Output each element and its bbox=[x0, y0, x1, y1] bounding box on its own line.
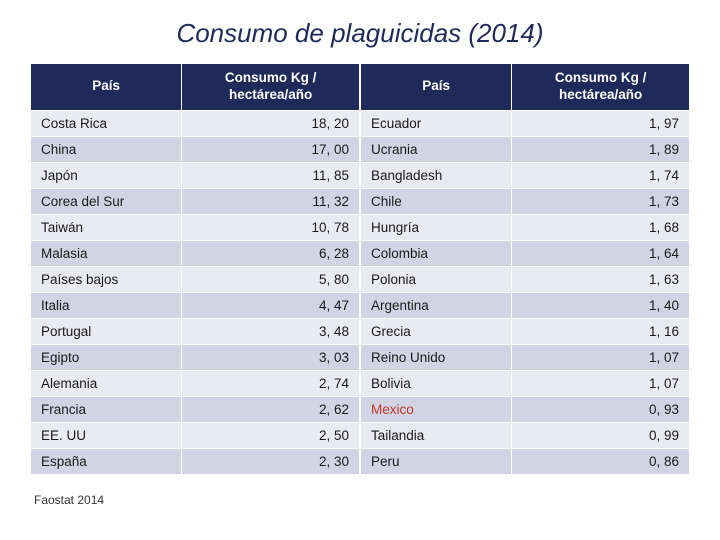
cell-value: 1, 16 bbox=[512, 318, 690, 344]
tables-wrapper: País Consumo Kg / hectárea/año Costa Ric… bbox=[30, 63, 690, 475]
col-value: Consumo Kg / hectárea/año bbox=[512, 64, 690, 111]
table-row: Portugal3, 48 bbox=[31, 318, 360, 344]
cell-country: Bolivia bbox=[361, 370, 512, 396]
table-row: Alemania2, 74 bbox=[31, 370, 360, 396]
cell-value: 1, 63 bbox=[512, 266, 690, 292]
cell-value: 11, 32 bbox=[182, 188, 360, 214]
cell-country: Italia bbox=[31, 292, 182, 318]
cell-value: 1, 07 bbox=[512, 370, 690, 396]
cell-country: Chile bbox=[361, 188, 512, 214]
table-row: Grecia1, 16 bbox=[361, 318, 690, 344]
cell-country: Reino Unido bbox=[361, 344, 512, 370]
cell-value: 5, 80 bbox=[182, 266, 360, 292]
cell-country: Portugal bbox=[31, 318, 182, 344]
source-label: Faostat 2014 bbox=[30, 493, 690, 507]
cell-country: Taiwán bbox=[31, 214, 182, 240]
cell-value: 1, 74 bbox=[512, 162, 690, 188]
cell-value: 17, 00 bbox=[182, 136, 360, 162]
cell-value: 1, 40 bbox=[512, 292, 690, 318]
table-row: Egipto3, 03 bbox=[31, 344, 360, 370]
cell-value: 4, 47 bbox=[182, 292, 360, 318]
table-row: Reino Unido1, 07 bbox=[361, 344, 690, 370]
cell-value: 2, 74 bbox=[182, 370, 360, 396]
cell-country: Hungría bbox=[361, 214, 512, 240]
table-left: País Consumo Kg / hectárea/año Costa Ric… bbox=[30, 63, 360, 475]
cell-value: 2, 62 bbox=[182, 396, 360, 422]
table-header-row: País Consumo Kg / hectárea/año bbox=[31, 64, 360, 111]
cell-value: 1, 64 bbox=[512, 240, 690, 266]
table-right: País Consumo Kg / hectárea/año Ecuador1,… bbox=[360, 63, 690, 475]
cell-country: Malasia bbox=[31, 240, 182, 266]
cell-value: 2, 30 bbox=[182, 448, 360, 474]
table-row: Bolivia1, 07 bbox=[361, 370, 690, 396]
cell-value: 1, 07 bbox=[512, 344, 690, 370]
cell-country: Ucrania bbox=[361, 136, 512, 162]
cell-country: EE. UU bbox=[31, 422, 182, 448]
cell-country: Mexico bbox=[361, 396, 512, 422]
cell-country: Países bajos bbox=[31, 266, 182, 292]
table-row: Argentina1, 40 bbox=[361, 292, 690, 318]
col-country: País bbox=[361, 64, 512, 111]
cell-value: 3, 03 bbox=[182, 344, 360, 370]
cell-country: Bangladesh bbox=[361, 162, 512, 188]
table-row: Corea del Sur11, 32 bbox=[31, 188, 360, 214]
cell-value: 18, 20 bbox=[182, 110, 360, 136]
cell-country: Argentina bbox=[361, 292, 512, 318]
table-row: Chile1, 73 bbox=[361, 188, 690, 214]
cell-value: 0, 86 bbox=[512, 448, 690, 474]
cell-country: España bbox=[31, 448, 182, 474]
col-country: País bbox=[31, 64, 182, 111]
cell-country: Tailandia bbox=[361, 422, 512, 448]
cell-value: 0, 93 bbox=[512, 396, 690, 422]
table-row: España2, 30 bbox=[31, 448, 360, 474]
cell-value: 11, 85 bbox=[182, 162, 360, 188]
table-row: Italia4, 47 bbox=[31, 292, 360, 318]
cell-country: Francia bbox=[31, 396, 182, 422]
table-row: Ecuador1, 97 bbox=[361, 110, 690, 136]
table-row: Francia2, 62 bbox=[31, 396, 360, 422]
table-row: Peru0, 86 bbox=[361, 448, 690, 474]
cell-country: Alemania bbox=[31, 370, 182, 396]
table-row: Japón11, 85 bbox=[31, 162, 360, 188]
cell-value: 0, 99 bbox=[512, 422, 690, 448]
cell-country: Grecia bbox=[361, 318, 512, 344]
cell-country: China bbox=[31, 136, 182, 162]
table-row: Malasia6, 28 bbox=[31, 240, 360, 266]
table-row: Mexico0, 93 bbox=[361, 396, 690, 422]
cell-country: Egipto bbox=[31, 344, 182, 370]
table-row: Colombia1, 64 bbox=[361, 240, 690, 266]
cell-country: Corea del Sur bbox=[31, 188, 182, 214]
cell-value: 1, 68 bbox=[512, 214, 690, 240]
cell-value: 1, 89 bbox=[512, 136, 690, 162]
cell-country: Polonia bbox=[361, 266, 512, 292]
cell-country: Colombia bbox=[361, 240, 512, 266]
cell-value: 3, 48 bbox=[182, 318, 360, 344]
table-row: Costa Rica18, 20 bbox=[31, 110, 360, 136]
table-row: Hungría1, 68 bbox=[361, 214, 690, 240]
table-row: Países bajos5, 80 bbox=[31, 266, 360, 292]
table-row: China17, 00 bbox=[31, 136, 360, 162]
cell-value: 10, 78 bbox=[182, 214, 360, 240]
cell-value: 1, 73 bbox=[512, 188, 690, 214]
table-row: Tailandia0, 99 bbox=[361, 422, 690, 448]
cell-value: 2, 50 bbox=[182, 422, 360, 448]
col-value: Consumo Kg / hectárea/año bbox=[182, 64, 360, 111]
cell-country: Japón bbox=[31, 162, 182, 188]
cell-country: Costa Rica bbox=[31, 110, 182, 136]
table-row: Ucrania1, 89 bbox=[361, 136, 690, 162]
cell-country: Ecuador bbox=[361, 110, 512, 136]
table-row: EE. UU2, 50 bbox=[31, 422, 360, 448]
cell-country: Peru bbox=[361, 448, 512, 474]
cell-value: 6, 28 bbox=[182, 240, 360, 266]
table-row: Polonia1, 63 bbox=[361, 266, 690, 292]
table-row: Taiwán10, 78 bbox=[31, 214, 360, 240]
table-row: Bangladesh1, 74 bbox=[361, 162, 690, 188]
page-title: Consumo de plaguicidas (2014) bbox=[30, 18, 690, 49]
table-header-row: País Consumo Kg / hectárea/año bbox=[361, 64, 690, 111]
cell-value: 1, 97 bbox=[512, 110, 690, 136]
